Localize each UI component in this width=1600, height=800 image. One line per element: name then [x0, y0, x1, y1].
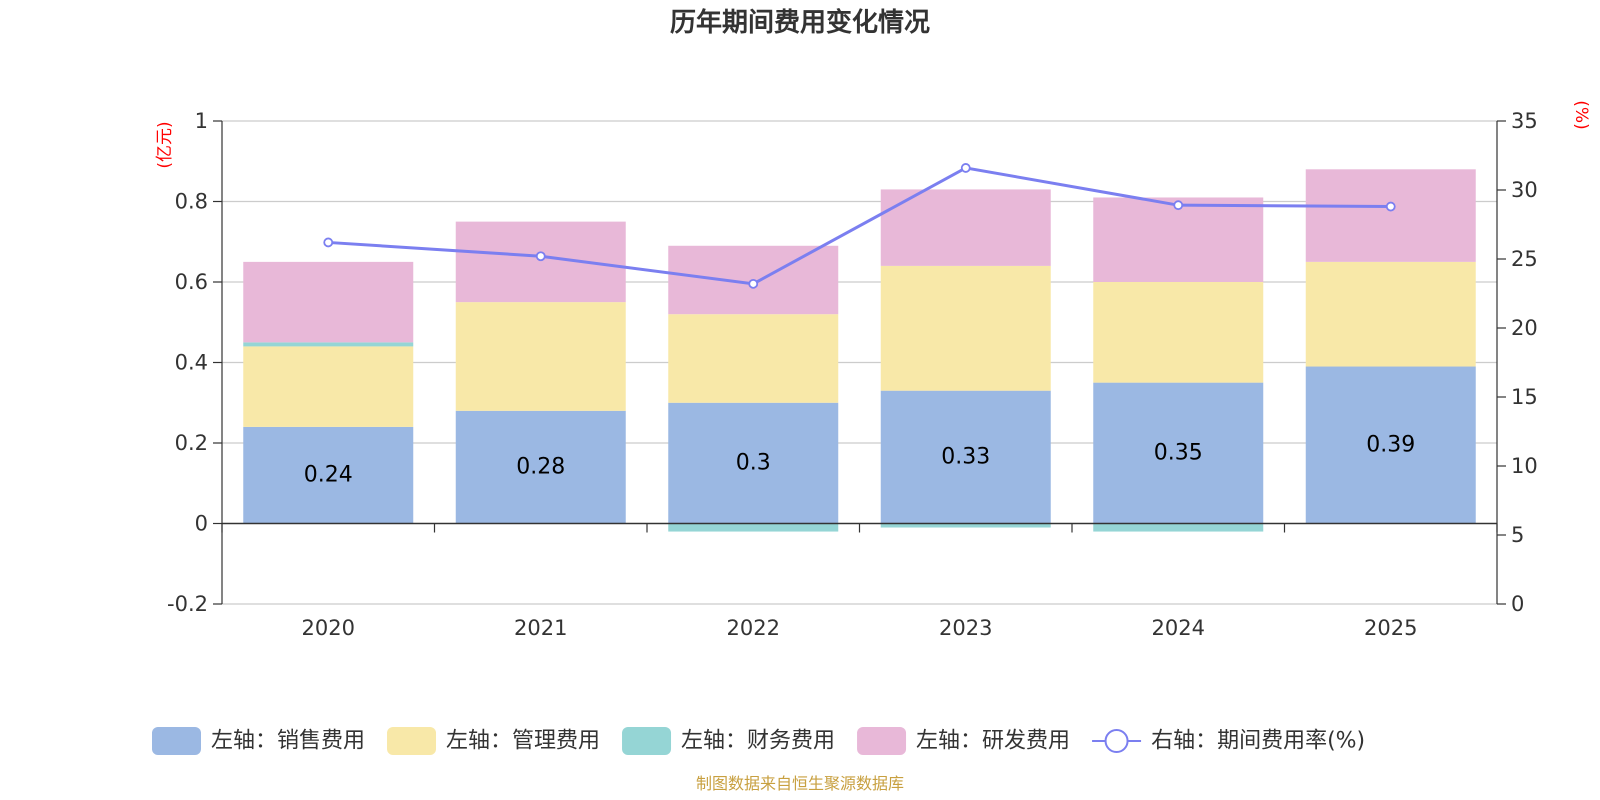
rate-point — [960, 163, 971, 173]
bar-segment — [455, 302, 626, 411]
bar-labels: 0.24 0.28 0.3 0.33 0.35 0.39 — [304, 433, 1415, 488]
left-tick-label: 0.8 — [175, 190, 208, 214]
bar-segment — [1093, 282, 1264, 383]
legend-label: 左轴：财务费用 — [681, 729, 835, 754]
bar-value-label: 0.3 — [736, 451, 771, 476]
left-tick-label: 0.2 — [175, 431, 208, 455]
bar-segment — [243, 342, 414, 347]
x-tick-label: 2023 — [939, 616, 992, 640]
left-tick-label: -0.2 — [167, 592, 208, 616]
bar-value-label: 0.39 — [1366, 433, 1415, 458]
bar-segment — [243, 346, 414, 427]
legend-swatch — [152, 727, 201, 755]
x-tick-label: 2024 — [1152, 616, 1205, 640]
right-axis-unit: (%) — [1571, 100, 1591, 129]
x-tick-label: 2025 — [1364, 616, 1417, 640]
bar-segment — [1093, 382, 1264, 524]
chart-title: 历年期间费用变化情况 — [670, 7, 930, 38]
left-axis-unit: (亿元) — [155, 121, 175, 168]
right-tick-label: 20 — [1511, 316, 1538, 340]
bar-segment — [880, 265, 1051, 391]
rate-point — [748, 278, 759, 289]
bar-segment — [668, 402, 839, 524]
legend-swatch — [622, 727, 672, 755]
rate-line-series — [323, 163, 1396, 289]
bar-segment — [1093, 523, 1264, 532]
legend-label: 右轴：期间费用率(%) — [1151, 729, 1365, 754]
left-tick-label: 0.4 — [175, 351, 208, 375]
x-tick-label: 2021 — [514, 616, 567, 640]
bar-segment — [1093, 197, 1264, 282]
grid-lines — [222, 120, 1497, 605]
legend-marker — [1104, 729, 1129, 753]
bar-value-label: 0.24 — [304, 463, 353, 488]
right-tick-label: 15 — [1511, 385, 1538, 409]
left-tick-label: 0.6 — [175, 270, 208, 294]
bar-segment — [668, 523, 839, 532]
legend-label: 左轴：研发费用 — [916, 729, 1070, 754]
right-tick-label: 10 — [1511, 454, 1538, 478]
right-tick-label: 25 — [1511, 247, 1538, 271]
bar-segment — [880, 390, 1051, 524]
bar-segment — [880, 523, 1051, 528]
right-tick-label: 5 — [1511, 523, 1524, 547]
x-tick-label: 2022 — [727, 616, 780, 640]
bar-segment — [668, 314, 839, 403]
rate-point — [323, 237, 334, 248]
legend: 左轴：销售费用 左轴：管理费用 左轴：财务费用 左轴：研发费用 右轴：期间费用率(%) — [152, 727, 1365, 755]
bar-segment — [1305, 366, 1476, 524]
bar-segment — [243, 261, 414, 343]
legend-swatch — [857, 727, 907, 755]
bar-segment — [455, 221, 626, 303]
legend-swatch — [387, 727, 437, 755]
bar-segment — [455, 410, 626, 524]
bar-segment — [880, 189, 1051, 266]
rate-line — [328, 166, 1391, 286]
rate-point — [535, 251, 546, 262]
bar-segment — [1305, 169, 1476, 262]
bar-segment — [243, 426, 414, 524]
right-tick-label: 35 — [1511, 109, 1538, 133]
bar-value-label: 0.28 — [516, 455, 565, 480]
bar-value-label: 0.35 — [1154, 441, 1203, 466]
legend-label: 左轴：销售费用 — [211, 729, 365, 754]
source-note: 制图数据来自恒生聚源数据库 — [696, 774, 904, 793]
left-tick-label: 0 — [195, 512, 208, 536]
legend-label: 左轴：管理费用 — [446, 729, 600, 754]
rate-point — [1173, 200, 1184, 211]
bar-segment — [1305, 261, 1476, 367]
bar-series — [243, 169, 1476, 532]
bar-value-label: 0.33 — [941, 445, 990, 470]
rate-point — [1385, 201, 1396, 212]
right-tick-label: 0 — [1511, 592, 1524, 616]
right-tick-label: 30 — [1511, 178, 1538, 202]
left-tick-label: 1 — [195, 109, 208, 133]
x-tick-label: 2020 — [302, 616, 355, 640]
